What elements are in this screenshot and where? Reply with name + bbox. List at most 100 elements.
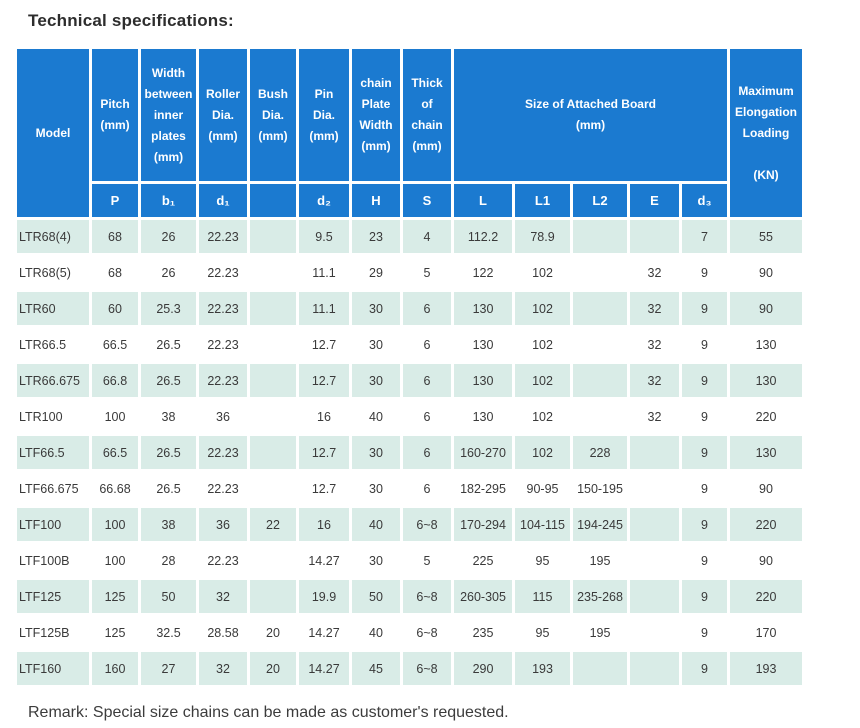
model-cell: LTR100 [17,400,89,433]
data-cell: 12.7 [299,364,349,397]
model-cell: LTF66.675 [17,472,89,505]
data-cell: 95 [515,616,570,649]
data-cell: 130 [730,328,802,361]
data-cell [250,472,296,505]
data-cell: 20 [250,616,296,649]
data-cell [250,400,296,433]
table-row: LTR66.675 66.8 26.5 22.23 12.7 30 6 130 102 32 9 13… [17,364,802,397]
data-cell: 100 [92,544,138,577]
specifications-table: Model Pitch (mm) Width between inner pla… [14,46,805,688]
data-cell [250,436,296,469]
data-cell: 235 [454,616,512,649]
data-cell: 9 [682,508,727,541]
model-cell: LTF100B [17,544,89,577]
data-cell: 170-294 [454,508,512,541]
header-symbol-l2: L2 [573,184,627,217]
header-symbol-l1: L1 [515,184,570,217]
data-cell: 38 [141,400,196,433]
data-cell: 6 [403,328,451,361]
data-cell: 26.5 [141,364,196,397]
table-row: LTF66.675 66.68 26.5 22.23 12.7 30 6 182-295 90-… [17,472,802,505]
data-cell: 5 [403,544,451,577]
table-row: LTF100B 100 28 22.23 14.27 30 5 225 95 195 9 90 [17,544,802,577]
data-cell: 9.5 [299,220,349,253]
data-cell: 32 [630,256,679,289]
data-cell: 235-268 [573,580,627,613]
data-cell: 9 [682,400,727,433]
data-cell: 32 [630,400,679,433]
model-cell: LTF125B [17,616,89,649]
data-cell: 27 [141,652,196,685]
table-row: LTR100 100 38 36 16 40 6 130 102 32 9 220 [17,400,802,433]
data-cell: 6~8 [403,616,451,649]
data-cell: 225 [454,544,512,577]
header-symbol-d2: d₂ [299,184,349,217]
data-cell: 102 [515,436,570,469]
data-cell: 6 [403,472,451,505]
data-cell: 9 [682,364,727,397]
data-cell: 104-115 [515,508,570,541]
data-cell [250,544,296,577]
data-cell [573,652,627,685]
data-cell: 125 [92,580,138,613]
header-pitch: Pitch (mm) [92,49,138,181]
data-cell: 220 [730,508,802,541]
data-cell [573,400,627,433]
data-cell: 125 [92,616,138,649]
data-cell: 100 [92,508,138,541]
header-symbol-l: L [454,184,512,217]
data-cell: 66.5 [92,436,138,469]
data-cell [250,292,296,325]
data-cell [573,220,627,253]
data-cell [573,256,627,289]
data-cell: 9 [682,256,727,289]
header-chain-plate-width: chain Plate Width (mm) [352,49,400,181]
header-maximum-elongation-loading: Maximum Elongation Loading (KN) [730,49,802,217]
data-cell: 12.7 [299,328,349,361]
remark-text: Remark: Special size chains can be made … [28,704,509,721]
data-cell: 66.68 [92,472,138,505]
data-cell: 6 [403,400,451,433]
data-cell: 26 [141,256,196,289]
table-row: LTF160 160 27 32 20 14.27 45 6~8 290 193 9 193 [17,652,802,685]
table-header: Model Pitch (mm) Width between inner pla… [17,49,802,217]
data-cell: 22.23 [199,544,247,577]
header-width-between-inner-plates: Width between inner plates (mm) [141,49,196,181]
data-cell: 19.9 [299,580,349,613]
table-row: LTF125 125 50 32 19.9 50 6~8 260-305 115 235-268 9… [17,580,802,613]
data-cell: 228 [573,436,627,469]
header-symbol-d1: d₁ [199,184,247,217]
data-cell [630,220,679,253]
header-pin-dia: Pin Dia. (mm) [299,49,349,181]
data-cell: 22 [250,508,296,541]
data-cell: 130 [454,292,512,325]
model-cell: LTR60 [17,292,89,325]
data-cell: 29 [352,256,400,289]
data-cell: 193 [730,652,802,685]
data-cell: 9 [682,616,727,649]
data-cell: 9 [682,292,727,325]
data-cell: 55 [730,220,802,253]
data-cell: 5 [403,256,451,289]
header-symbol-h: H [352,184,400,217]
table-row: LTF100 100 38 36 22 16 40 6~8 170-294 104-115 194-… [17,508,802,541]
data-cell: 16 [299,508,349,541]
data-cell: 6 [403,364,451,397]
data-cell: 26.5 [141,472,196,505]
data-cell: 36 [199,508,247,541]
data-cell: 195 [573,544,627,577]
data-cell: 60 [92,292,138,325]
data-cell: 4 [403,220,451,253]
data-cell: 32.5 [141,616,196,649]
data-cell: 170 [730,616,802,649]
data-cell: 182-295 [454,472,512,505]
data-cell: 130 [730,436,802,469]
data-cell: 14.27 [299,616,349,649]
data-cell [630,580,679,613]
data-cell: 9 [682,472,727,505]
data-cell [630,508,679,541]
data-cell: 9 [682,436,727,469]
data-cell: 30 [352,472,400,505]
data-cell: 6~8 [403,580,451,613]
